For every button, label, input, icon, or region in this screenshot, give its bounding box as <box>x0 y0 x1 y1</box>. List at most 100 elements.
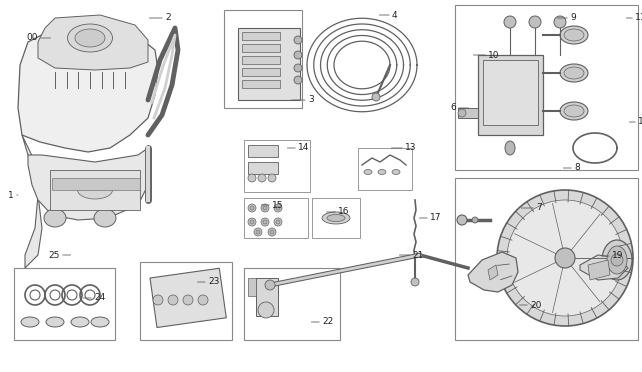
Circle shape <box>294 64 302 72</box>
Bar <box>238 30 298 100</box>
Circle shape <box>507 200 623 316</box>
Circle shape <box>258 302 274 318</box>
Ellipse shape <box>327 215 345 221</box>
Circle shape <box>261 204 269 212</box>
Polygon shape <box>38 15 148 70</box>
Circle shape <box>276 206 280 210</box>
Text: 1: 1 <box>8 190 18 199</box>
Circle shape <box>276 220 280 224</box>
Ellipse shape <box>564 67 584 79</box>
Ellipse shape <box>364 170 372 174</box>
Bar <box>455 178 638 340</box>
Text: 3: 3 <box>291 96 314 105</box>
Text: 2: 2 <box>150 13 171 22</box>
Polygon shape <box>28 148 148 220</box>
Bar <box>458 108 478 118</box>
Polygon shape <box>588 260 610 280</box>
Text: 10: 10 <box>473 51 499 60</box>
Ellipse shape <box>392 170 400 174</box>
Bar <box>238 28 300 100</box>
Bar <box>455 5 638 170</box>
Bar <box>478 55 543 135</box>
Circle shape <box>263 220 267 224</box>
Ellipse shape <box>46 317 64 327</box>
Text: 9: 9 <box>557 13 576 22</box>
Ellipse shape <box>602 240 632 280</box>
Circle shape <box>153 295 163 305</box>
Bar <box>244 198 308 238</box>
Circle shape <box>254 228 262 236</box>
Polygon shape <box>580 255 628 280</box>
Text: 19: 19 <box>602 251 623 260</box>
Circle shape <box>268 174 276 182</box>
Text: 00: 00 <box>26 33 51 42</box>
Circle shape <box>250 220 254 224</box>
Bar <box>14 268 115 340</box>
Circle shape <box>504 16 516 28</box>
Text: 23: 23 <box>197 278 220 286</box>
Bar <box>244 268 340 340</box>
Bar <box>256 278 278 316</box>
Circle shape <box>270 230 274 234</box>
Ellipse shape <box>560 26 588 44</box>
Circle shape <box>529 16 541 28</box>
Bar <box>242 32 280 40</box>
Text: 21: 21 <box>399 250 423 260</box>
Circle shape <box>248 174 256 182</box>
Bar <box>244 140 310 192</box>
Bar <box>50 170 140 210</box>
Bar <box>52 178 140 190</box>
Circle shape <box>274 218 282 226</box>
Ellipse shape <box>71 317 89 327</box>
Bar <box>248 145 278 157</box>
Circle shape <box>274 204 282 212</box>
Ellipse shape <box>21 317 39 327</box>
Circle shape <box>258 174 266 182</box>
Circle shape <box>294 36 302 44</box>
Bar <box>242 56 280 64</box>
Circle shape <box>457 215 467 225</box>
Text: 14: 14 <box>288 144 309 153</box>
Ellipse shape <box>564 105 584 117</box>
Ellipse shape <box>505 141 515 155</box>
Circle shape <box>268 228 276 236</box>
Ellipse shape <box>67 24 112 52</box>
Bar <box>358 148 412 190</box>
Ellipse shape <box>560 64 588 82</box>
Circle shape <box>411 278 419 286</box>
Circle shape <box>256 230 260 234</box>
Circle shape <box>472 217 478 223</box>
Ellipse shape <box>564 29 584 41</box>
Text: 8: 8 <box>564 164 580 173</box>
Text: 13: 13 <box>392 144 417 153</box>
Circle shape <box>372 93 380 101</box>
Circle shape <box>554 16 566 28</box>
Ellipse shape <box>378 170 386 174</box>
Bar <box>483 60 538 125</box>
Bar <box>242 44 280 52</box>
Bar <box>242 80 280 88</box>
Ellipse shape <box>75 29 105 47</box>
Circle shape <box>265 280 275 290</box>
Text: 12: 12 <box>629 118 642 126</box>
Text: 17: 17 <box>419 214 442 222</box>
Circle shape <box>261 218 269 226</box>
Ellipse shape <box>44 209 66 227</box>
Text: 11: 11 <box>627 13 642 22</box>
Circle shape <box>458 109 466 117</box>
Circle shape <box>248 218 256 226</box>
Ellipse shape <box>78 181 112 199</box>
Text: 16: 16 <box>326 208 349 217</box>
Circle shape <box>294 76 302 84</box>
Text: 15: 15 <box>261 201 284 209</box>
Text: 7: 7 <box>521 203 542 212</box>
Polygon shape <box>22 135 42 268</box>
Circle shape <box>263 206 267 210</box>
Text: 22: 22 <box>311 317 333 327</box>
Circle shape <box>168 295 178 305</box>
Circle shape <box>183 295 193 305</box>
Ellipse shape <box>560 102 588 120</box>
Text: 6: 6 <box>450 103 469 112</box>
Bar <box>312 198 360 238</box>
Ellipse shape <box>91 317 109 327</box>
